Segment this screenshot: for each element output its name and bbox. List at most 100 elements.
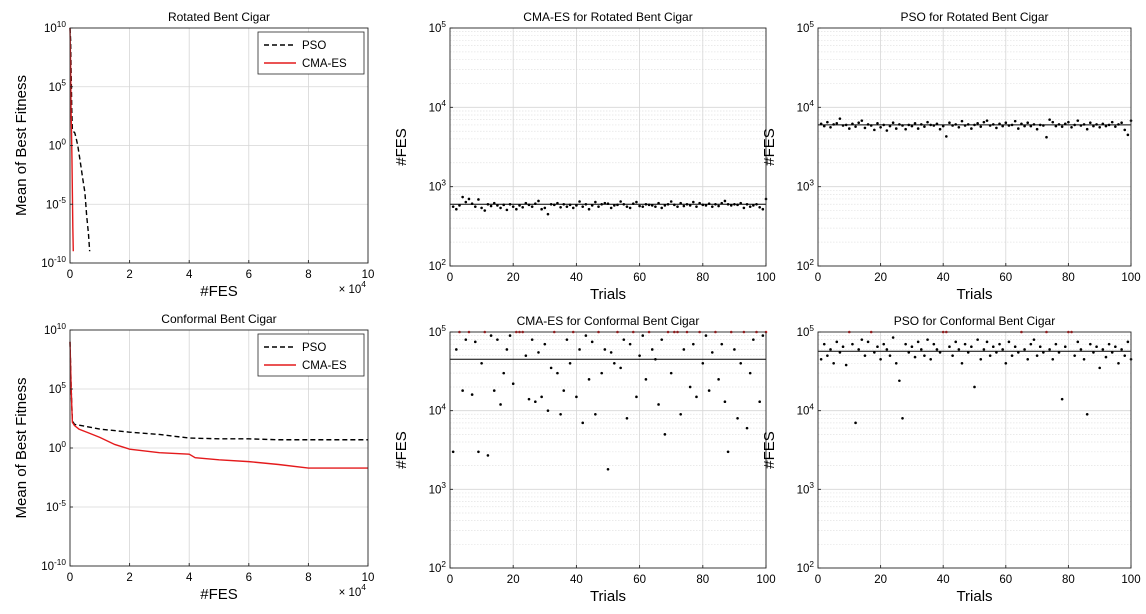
data-point <box>876 121 879 125</box>
data-point <box>1026 121 1030 125</box>
data-point <box>524 354 528 357</box>
tick-exponent: 4 <box>809 402 814 411</box>
x-tick-label: 40 <box>937 574 950 586</box>
series-line-cma-es <box>69 341 368 469</box>
data-point <box>979 357 983 361</box>
data-point <box>584 334 588 337</box>
tick-exponent: 3 <box>809 178 814 187</box>
data-point <box>957 126 961 129</box>
legend-label: CMA-ES <box>302 360 347 372</box>
data-point <box>1085 127 1089 131</box>
data-point <box>1035 127 1039 131</box>
data-point <box>835 121 839 125</box>
data-point <box>477 198 480 201</box>
x-tick-label: 80 <box>1062 574 1075 586</box>
data-point <box>1117 123 1120 126</box>
data-point <box>549 366 553 370</box>
data-point <box>578 200 581 203</box>
data-point <box>758 400 761 404</box>
data-point <box>866 123 870 126</box>
data-point <box>707 202 711 205</box>
data-point <box>654 357 657 361</box>
data-point <box>1082 357 1086 361</box>
data-point <box>575 204 578 207</box>
tick-base: 10 <box>49 384 62 396</box>
data-point <box>692 200 695 204</box>
tick-base: 10 <box>429 23 442 35</box>
x-tick-label: 0 <box>67 572 73 584</box>
data-point <box>1126 340 1130 344</box>
data-point <box>948 121 951 125</box>
data-point <box>631 202 635 205</box>
data-point <box>704 334 708 337</box>
data-point <box>1095 123 1098 126</box>
data-point <box>644 378 648 381</box>
tick-base: 10 <box>429 484 442 496</box>
data-point <box>521 205 524 209</box>
data-point <box>496 204 499 207</box>
data-point <box>1029 342 1033 346</box>
data-point <box>733 348 736 351</box>
data-point <box>733 202 736 206</box>
tick-exponent: 0 <box>61 137 66 146</box>
data-point <box>1104 355 1108 359</box>
data-point <box>966 123 970 126</box>
data-point <box>663 204 667 207</box>
data-point <box>1126 133 1130 137</box>
data-point <box>948 345 951 349</box>
tick-exponent: 3 <box>441 178 446 187</box>
data-point <box>726 450 730 454</box>
tick-exponent: 5 <box>441 324 446 333</box>
tick-base: 10 <box>429 182 442 194</box>
data-point <box>982 120 986 124</box>
y-tick-label: 103 <box>797 481 815 496</box>
data-point <box>739 362 743 365</box>
x-tick-label: 20 <box>507 574 520 586</box>
x-multiplier: × 104 <box>339 582 367 599</box>
data-point <box>581 421 585 425</box>
data-point <box>819 122 823 126</box>
x-tick-label: 80 <box>1062 272 1075 284</box>
tick-exponent: -10 <box>54 558 66 567</box>
y-tick-label: 105 <box>797 20 815 35</box>
data-point <box>650 348 654 351</box>
tick-base: 10 <box>797 23 810 35</box>
x-multiplier-base: × 10 <box>339 284 362 296</box>
data-point <box>628 342 632 346</box>
x-axis-label: Trials <box>590 286 626 303</box>
data-point <box>844 123 848 127</box>
data-point <box>559 205 562 209</box>
legend-label: PSO <box>302 342 326 354</box>
data-point <box>879 126 882 129</box>
data-point <box>926 120 929 124</box>
data-point <box>898 379 901 383</box>
data-point <box>832 362 835 365</box>
data-point <box>1063 122 1067 126</box>
data-point <box>1098 366 1101 370</box>
data-point <box>904 127 907 131</box>
data-point <box>1114 345 1117 349</box>
data-point <box>622 338 626 341</box>
data-point <box>676 205 679 208</box>
data-point <box>1010 123 1014 127</box>
tick-base: 10 <box>429 261 442 273</box>
series-line-pso <box>69 341 368 441</box>
data-point <box>838 351 842 354</box>
data-point <box>669 200 673 203</box>
x-tick-label: 20 <box>874 574 887 586</box>
data-point <box>985 340 989 344</box>
data-point <box>822 124 826 128</box>
y-tick-label: 10-5 <box>46 196 67 211</box>
data-point <box>910 124 914 128</box>
data-point <box>976 121 979 125</box>
data-point <box>467 197 471 201</box>
data-point <box>616 203 619 207</box>
x-axis-label: Trials <box>956 588 992 605</box>
data-point <box>562 389 566 392</box>
data-point <box>492 389 496 392</box>
y-axis-label: Mean of Best Fitness <box>13 378 30 519</box>
x-tick-label: 40 <box>937 272 950 284</box>
data-point <box>534 400 537 404</box>
